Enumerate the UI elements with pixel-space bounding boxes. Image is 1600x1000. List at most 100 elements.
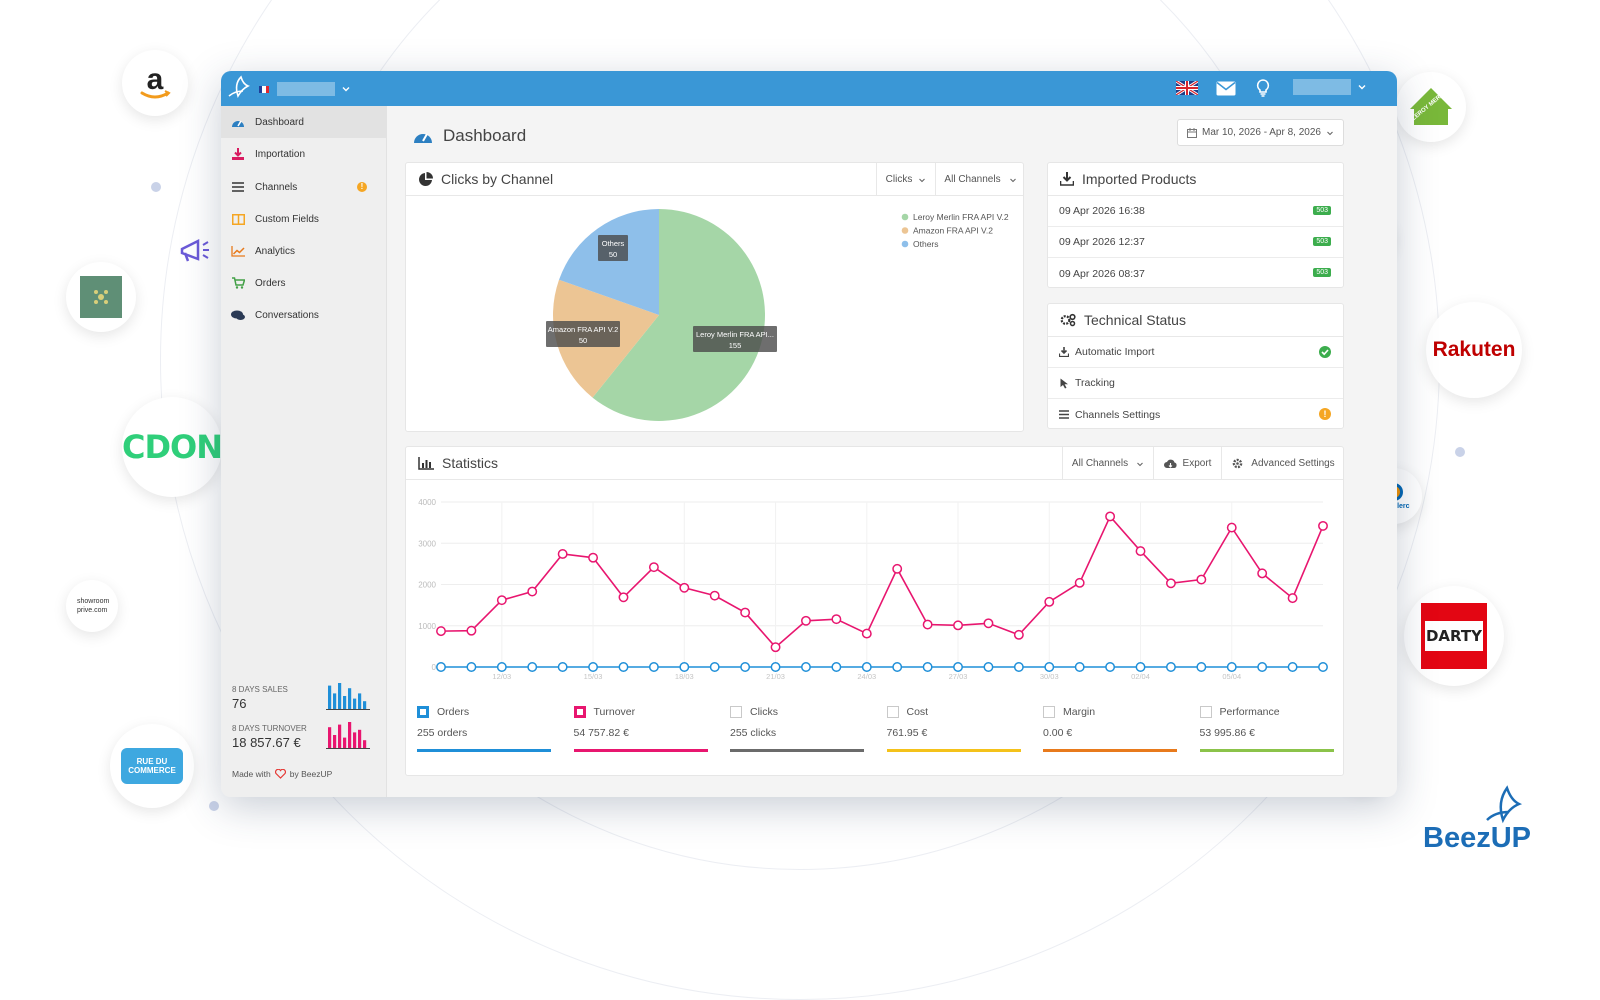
pie-legend-item[interactable]: Others [901, 239, 939, 249]
data-point-turnover[interactable] [922, 619, 933, 630]
data-point-turnover[interactable] [1318, 520, 1328, 531]
legend-item-performance[interactable]: Performance 53 995.86 € [1199, 703, 1335, 755]
data-point-turnover[interactable] [1287, 593, 1298, 604]
data-point-orders[interactable] [770, 662, 781, 672]
data-point-turnover[interactable] [1074, 577, 1085, 588]
channel-select[interactable]: All Channels [1062, 447, 1153, 480]
import-row[interactable]: 09 Apr 2026 08:37 503 [1048, 258, 1343, 289]
data-point-orders[interactable] [436, 662, 446, 672]
data-point-turnover[interactable] [709, 590, 720, 601]
status-row-channels-settings[interactable]: Channels Settings ! [1048, 399, 1343, 430]
sidebar-item-dashboard[interactable]: Dashboard [221, 106, 387, 138]
legend-item-margin[interactable]: Margin 0.00 € [1043, 703, 1178, 755]
pie-legend-item[interactable]: Amazon FRA API V.2 [901, 226, 994, 236]
data-point-orders[interactable] [527, 662, 538, 672]
data-point-orders[interactable] [557, 662, 568, 672]
data-point-turnover[interactable] [496, 595, 507, 606]
data-point-orders[interactable] [1074, 662, 1085, 672]
data-point-orders[interactable] [1257, 662, 1268, 672]
data-point-turnover[interactable] [1196, 574, 1207, 585]
data-point-turnover[interactable] [648, 562, 659, 573]
data-point-orders[interactable] [618, 662, 629, 672]
data-point-orders[interactable] [1196, 662, 1207, 672]
data-point-orders[interactable] [679, 662, 690, 672]
data-point-orders[interactable] [983, 662, 994, 672]
data-point-turnover[interactable] [861, 628, 872, 639]
import-row[interactable]: 09 Apr 2026 16:38 503 [1048, 196, 1343, 227]
import-row[interactable]: 09 Apr 2026 12:37 503 [1048, 227, 1343, 258]
data-point-turnover[interactable] [1165, 578, 1176, 589]
legend-checkbox[interactable] [730, 705, 742, 718]
user-menu[interactable] [1293, 79, 1367, 95]
legend-checkbox[interactable] [1199, 705, 1212, 718]
data-point-turnover[interactable] [1135, 546, 1146, 557]
data-point-orders[interactable] [801, 662, 811, 672]
data-point-turnover[interactable] [801, 615, 811, 626]
data-point-turnover[interactable] [953, 620, 963, 631]
data-point-turnover[interactable] [1013, 629, 1024, 640]
envelope-icon[interactable] [1216, 81, 1236, 96]
data-point-orders[interactable] [1287, 662, 1298, 672]
status-row-automatic-import[interactable]: Automatic Import [1048, 337, 1343, 368]
pie-slice[interactable] [592, 209, 765, 421]
data-point-turnover[interactable] [831, 614, 842, 625]
data-point-turnover[interactable] [1257, 568, 1268, 579]
advanced-settings-button[interactable]: Advanced Settings [1221, 447, 1345, 480]
legend-item-cost[interactable]: Cost 761.95 € [886, 703, 1022, 755]
data-point-turnover[interactable] [588, 552, 599, 563]
data-point-orders[interactable] [1105, 662, 1116, 672]
data-point-orders[interactable] [466, 662, 477, 672]
language-uk-flag-icon[interactable] [1176, 81, 1198, 95]
data-point-orders[interactable] [1318, 662, 1328, 672]
data-point-orders[interactable] [892, 662, 903, 672]
legend-checkbox[interactable] [417, 705, 429, 718]
legend-item-turnover[interactable]: Turnover 54 757.82 € [573, 703, 709, 755]
data-point-orders[interactable] [588, 662, 599, 672]
data-point-turnover[interactable] [1044, 596, 1055, 607]
data-point-orders[interactable] [709, 662, 720, 672]
pie-slice[interactable] [559, 209, 659, 315]
data-point-orders[interactable] [496, 662, 507, 672]
legend-checkbox[interactable] [1043, 705, 1055, 718]
sidebar-item-importation[interactable]: Importation [221, 138, 387, 170]
data-point-turnover[interactable] [679, 582, 690, 593]
data-point-turnover[interactable] [618, 592, 629, 603]
sidebar-item-channels[interactable]: Channels ! [221, 171, 387, 203]
data-point-turnover[interactable] [527, 586, 538, 597]
data-point-turnover[interactable] [1105, 511, 1116, 522]
data-point-turnover[interactable] [466, 625, 477, 636]
data-point-turnover[interactable] [892, 563, 903, 574]
legend-checkbox[interactable] [573, 705, 586, 718]
metric-select[interactable]: Clicks [876, 163, 935, 196]
data-point-orders[interactable] [1044, 662, 1055, 672]
store-selector[interactable] [259, 80, 351, 98]
status-row-tracking[interactable]: Tracking [1048, 368, 1343, 399]
data-point-orders[interactable] [1165, 662, 1176, 672]
sidebar-item-conversations[interactable]: Conversations [221, 299, 387, 331]
sidebar-item-analytics[interactable]: Analytics [221, 235, 387, 267]
lightbulb-icon[interactable] [1256, 79, 1270, 97]
legend-item-orders[interactable]: Orders 255 orders [417, 703, 552, 755]
pie-legend-item[interactable]: Leroy Merlin FRA API V.2 [901, 212, 1009, 222]
data-point-orders[interactable] [831, 662, 842, 672]
beezup-logo-icon[interactable] [225, 74, 251, 100]
sidebar-item-custom-fields[interactable]: Custom Fields [221, 203, 387, 235]
data-point-turnover[interactable] [740, 607, 751, 618]
legend-checkbox[interactable] [886, 705, 899, 718]
data-point-orders[interactable] [1135, 662, 1146, 672]
data-point-orders[interactable] [953, 662, 963, 672]
data-point-turnover[interactable] [770, 642, 781, 653]
data-point-orders[interactable] [922, 662, 933, 672]
legend-item-clicks[interactable]: Clicks 255 clicks [730, 703, 865, 755]
data-point-orders[interactable] [648, 662, 659, 672]
data-point-orders[interactable] [861, 662, 872, 672]
channel-select[interactable]: All Channels [935, 163, 1025, 196]
data-point-turnover[interactable] [1226, 522, 1237, 533]
export-button[interactable]: Export [1153, 447, 1221, 480]
sidebar-item-orders[interactable]: Orders [221, 267, 387, 299]
data-point-orders[interactable] [740, 662, 751, 672]
data-point-turnover[interactable] [983, 618, 994, 629]
data-point-orders[interactable] [1226, 662, 1237, 672]
data-point-orders[interactable] [1013, 662, 1024, 672]
data-point-turnover[interactable] [557, 549, 568, 559]
